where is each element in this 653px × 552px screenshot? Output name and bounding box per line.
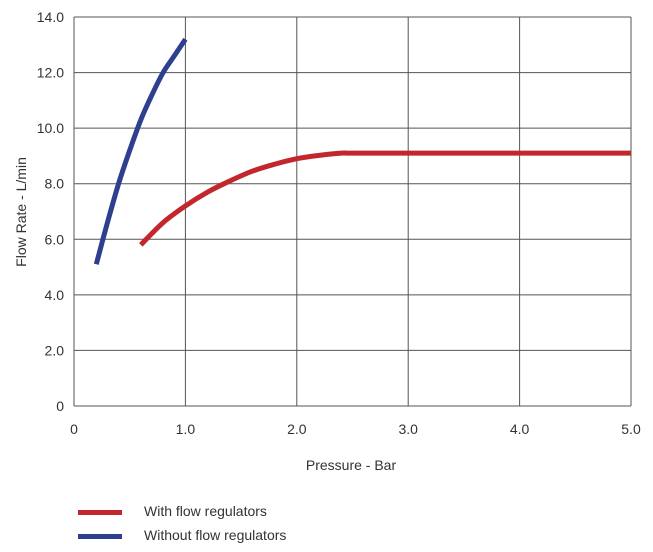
legend-swatch-blue <box>78 534 122 539</box>
y-tick-label: 2.0 <box>45 342 65 358</box>
y-tick-label: 14.0 <box>37 9 64 25</box>
series-line-with-regulators <box>139 150 631 247</box>
x-tick-label: 5.0 <box>621 421 641 437</box>
series-lines <box>93 37 631 265</box>
x-tick-label: 3.0 <box>398 421 418 437</box>
x-tick-label: 0 <box>70 421 78 437</box>
flow-rate-chart: 0 1.0 2.0 3.0 4.0 5.0 0 2.0 4.0 6.0 8.0 10.0 12.0 14.… <box>13 9 641 473</box>
y-tick-label: 0 <box>56 398 64 414</box>
y-axis-title: Flow Rate - L/min <box>13 157 29 267</box>
series-line-without-regulators <box>93 37 188 265</box>
x-axis-title: Pressure - Bar <box>306 457 397 473</box>
x-tick-label: 4.0 <box>510 421 530 437</box>
y-tick-label: 10.0 <box>37 120 64 136</box>
legend-swatch-red <box>78 510 122 515</box>
tick-labels: 0 1.0 2.0 3.0 4.0 5.0 0 2.0 4.0 6.0 8.0 10.0 12.0 14.… <box>37 9 641 437</box>
x-tick-label: 2.0 <box>287 421 307 437</box>
y-tick-label: 8.0 <box>45 176 65 192</box>
grid <box>73 16 632 407</box>
y-tick-label: 4.0 <box>45 287 65 303</box>
y-tick-label: 6.0 <box>45 231 65 247</box>
x-tick-label: 1.0 <box>176 421 196 437</box>
legend-label: Without flow regulators <box>144 527 287 543</box>
y-tick-label: 12.0 <box>37 65 64 81</box>
legend-label: With flow regulators <box>144 503 267 519</box>
